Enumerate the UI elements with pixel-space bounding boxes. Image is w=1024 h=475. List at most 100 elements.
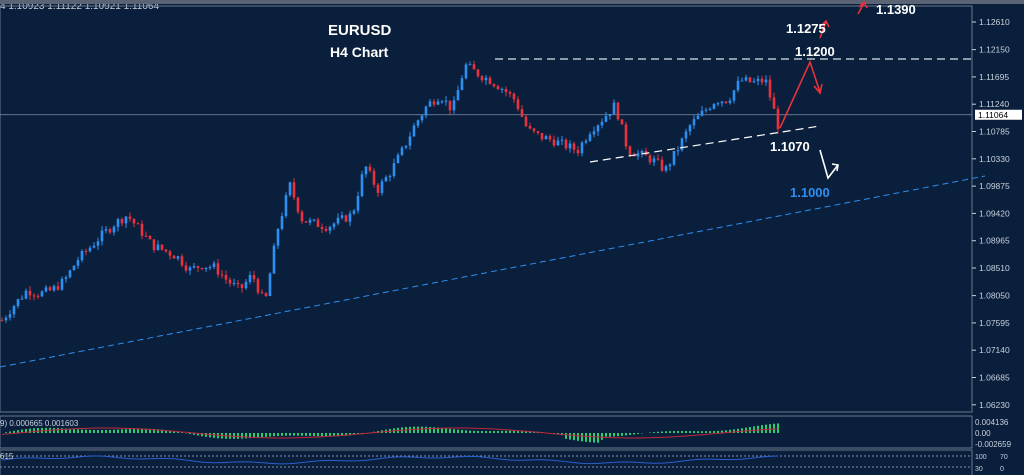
candle-body (196, 266, 200, 268)
candle-body (672, 150, 676, 165)
candle-body (768, 79, 772, 98)
level-label-1000: 1.1000 (790, 185, 830, 200)
candle-body (240, 284, 244, 289)
y-tick-label: 1.11695 (979, 72, 1009, 82)
candle-body (280, 216, 284, 229)
y-tick-label: 1.07595 (979, 318, 1010, 328)
white-arrow-down-up (819, 149, 839, 180)
candle-body (368, 166, 372, 171)
y-tick-label: 1.06230 (979, 400, 1010, 410)
candle-body (660, 159, 664, 171)
candle-body (728, 100, 732, 104)
candle-body (576, 149, 580, 154)
candle-body (708, 108, 712, 110)
candle-body (488, 77, 492, 85)
macd-panel-border (0, 415, 973, 449)
y-tick-label: 1.08510 (979, 263, 1010, 273)
candle-body (164, 249, 168, 252)
candle-body (304, 221, 308, 223)
candle-body (116, 219, 120, 227)
candle-body (300, 211, 304, 222)
candle-body (520, 109, 524, 117)
candle-body (144, 235, 148, 237)
candle-body (388, 176, 392, 178)
y-tick-label: 1.08050 (979, 291, 1010, 301)
candle-body (452, 100, 456, 111)
chart-title: EURUSD (328, 22, 392, 39)
candle-body (0, 320, 4, 322)
candle-body (8, 314, 12, 318)
candle-body (688, 125, 692, 132)
candle-body (16, 299, 20, 307)
candle-body (540, 132, 544, 140)
candle-body (720, 101, 724, 104)
candle-body (356, 196, 360, 211)
candle-body (200, 267, 204, 270)
candle-body (60, 278, 64, 290)
candle-body (120, 219, 124, 224)
candle-body (700, 110, 704, 116)
top-bar (0, 0, 1024, 4)
y-tick-label: 1.10330 (979, 154, 1010, 164)
candle-body (148, 235, 152, 240)
candle-body (20, 298, 24, 300)
candle-body (140, 223, 144, 236)
candle-body (608, 114, 612, 117)
candle-body (440, 101, 444, 103)
candle-body (32, 295, 36, 297)
rsi-label: 615 (0, 452, 14, 461)
candle-body (372, 170, 376, 185)
arrowhead (813, 83, 823, 95)
candle-body (384, 177, 388, 182)
candle-body (536, 131, 540, 133)
red-arrow-up (779, 59, 821, 129)
candle-body (156, 244, 160, 250)
candle-body (56, 286, 60, 290)
candle-body (192, 266, 196, 268)
candle-body (260, 292, 264, 294)
candle-body (712, 103, 716, 109)
candle-body (360, 174, 364, 197)
candle-body (528, 126, 532, 129)
candle-body (288, 182, 292, 196)
candle-body (52, 286, 56, 291)
candle-body (96, 241, 100, 246)
candle-body (208, 267, 212, 269)
arrowhead (831, 163, 839, 172)
chart-subtitle: H4 Chart (330, 44, 389, 60)
candle-body (336, 217, 340, 224)
candle-body (676, 150, 680, 152)
candle-body (392, 163, 396, 177)
candle-body (496, 86, 500, 90)
candle-body (132, 218, 136, 224)
candle-body (128, 216, 132, 219)
candle-body (136, 223, 140, 225)
candle-body (380, 181, 384, 193)
red-arrow-1275 (819, 21, 827, 39)
candle-body (28, 290, 32, 296)
candle-body (48, 287, 52, 291)
candle-body (212, 263, 216, 268)
candle-body (12, 306, 16, 315)
candle-body (100, 230, 104, 242)
candle-body (92, 245, 96, 248)
candle-body (104, 229, 108, 231)
y-tick-label: 1.12610 (979, 17, 1010, 27)
candle-body (64, 277, 68, 279)
candle-body (596, 125, 600, 132)
level-label-1200: 1.1200 (795, 44, 835, 59)
candle-body (184, 265, 188, 271)
candle-body (572, 143, 576, 150)
candle-body (44, 287, 48, 292)
candle-body (524, 116, 528, 127)
candle-body (484, 77, 488, 81)
candle-body (668, 164, 672, 167)
candle-body (744, 77, 748, 81)
candle-body (316, 219, 320, 227)
rsi-line (1, 455, 779, 465)
candle-body (564, 139, 568, 149)
candle-body (604, 116, 608, 122)
candle-body (176, 256, 180, 259)
candle-body (284, 195, 288, 217)
